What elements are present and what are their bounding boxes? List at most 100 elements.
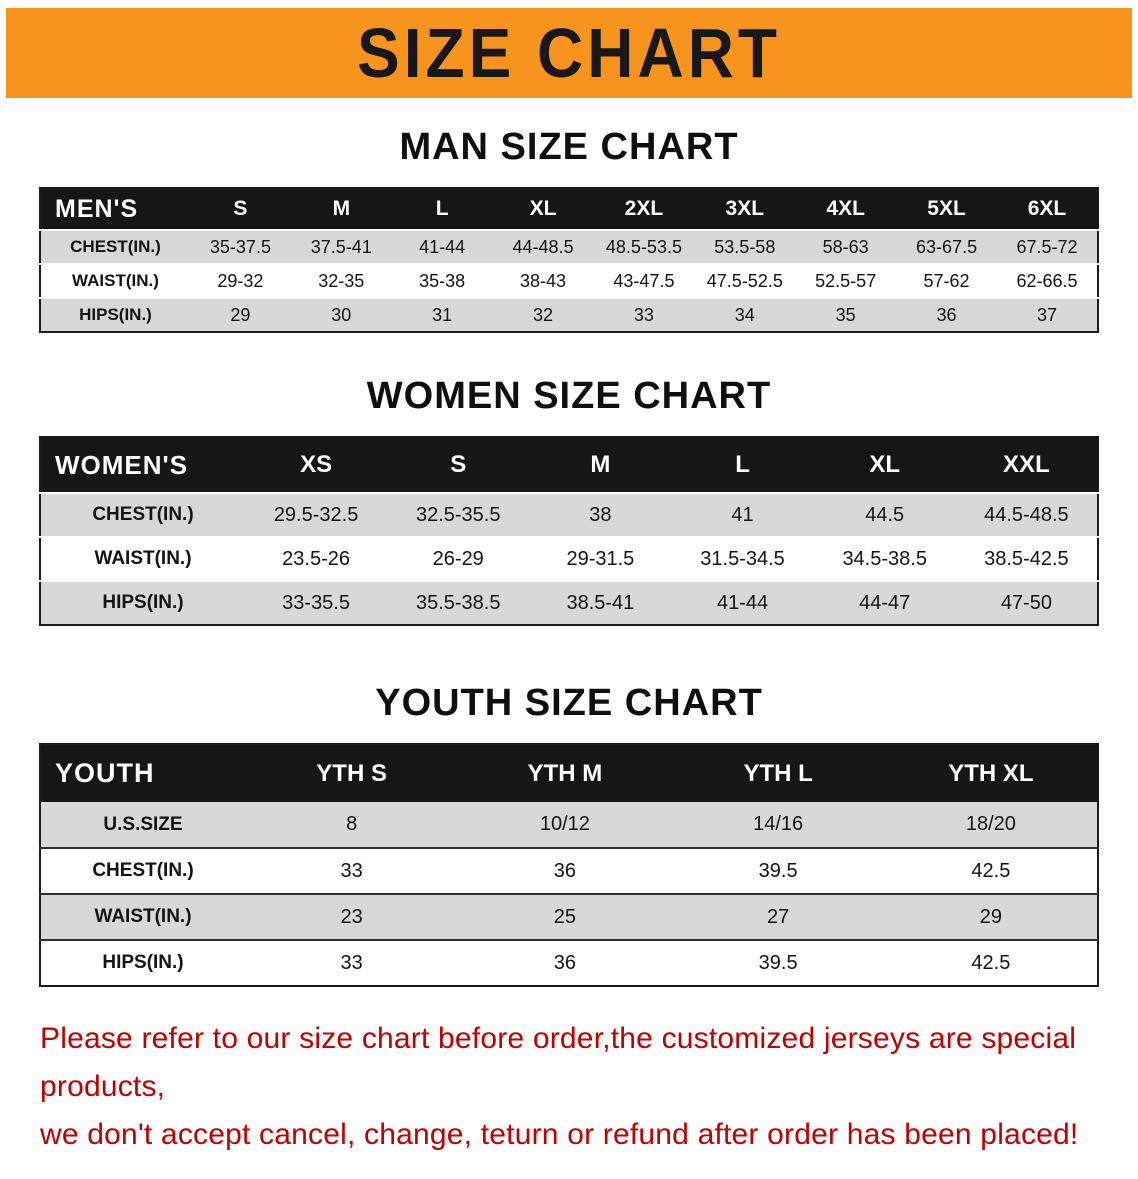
youth-table-label: YOUTH: [40, 744, 245, 802]
women-size-table: WOMEN'S XS S M L XL XXL CHEST(IN.) 29.5-…: [39, 436, 1099, 626]
women-size-col-xxl: XXL: [955, 437, 1098, 493]
size-value: 35-37.5: [209, 236, 271, 257]
size-value: 35.5-38.5: [415, 591, 501, 614]
size-value: 29-32: [217, 270, 264, 291]
size-value: 36: [553, 951, 576, 974]
size-value: 42.5: [971, 859, 1011, 882]
size-value: 38: [589, 503, 612, 526]
men-size-table: MEN'S S M L XL 2XL 3XL 4XL 5XL 6XL CHEST…: [39, 187, 1099, 333]
women-size-col-xl: XL: [813, 437, 956, 493]
row-label: WAIST(IN.): [72, 271, 159, 290]
size-value: 18/20: [965, 813, 1016, 835]
size-value: 23.5-26: [282, 547, 350, 570]
size-value: 34.5-38.5: [842, 547, 927, 570]
men-size-col-l: L: [391, 188, 493, 230]
size-value: 44-47: [859, 591, 911, 614]
banner: SIZE CHART: [6, 8, 1132, 98]
size-value: 29: [979, 905, 1002, 928]
size-value: 48.5-53.5: [605, 236, 682, 257]
men-size-col-5xl: 5XL: [896, 188, 997, 230]
row-label: HIPS(IN.): [102, 592, 184, 613]
row-label: WAIST(IN.): [94, 548, 192, 569]
size-value: 34: [734, 304, 755, 325]
row-label: HIPS(IN.): [102, 952, 184, 973]
men-table-label: MEN'S: [40, 188, 190, 230]
men-chest-row: CHEST(IN.) 35-37.5 37.5-41 41-44 44-48.5…: [40, 230, 1098, 264]
size-value: 43-47.5: [613, 270, 675, 291]
women-table-label: WOMEN'S: [40, 437, 245, 493]
size-value: 8: [346, 813, 358, 835]
size-chart-page: { "banner": { "title": "SIZE CHART" }, "…: [0, 8, 1138, 1159]
youth-ussize-row: U.S.SIZE 8 10/12 14/16 18/20: [40, 802, 1098, 848]
size-value: 41-44: [419, 236, 466, 257]
size-value: 38-43: [520, 270, 567, 291]
size-value: 26-29: [432, 547, 484, 570]
women-section-heading: WOMEN SIZE CHART: [366, 375, 772, 417]
men-section-heading: MAN SIZE CHART: [399, 126, 739, 168]
men-size-col-6xl: 6XL: [997, 188, 1098, 230]
size-value: 44-48.5: [512, 236, 574, 257]
size-value: 31.5-34.5: [700, 547, 785, 570]
youth-section: YOUTH SIZE CHART YOUTH YTH S YTH M YTH L…: [0, 682, 1138, 987]
size-value: 39.5: [758, 951, 798, 974]
size-value: 33: [340, 859, 363, 882]
size-value: 32.5-35.5: [415, 503, 501, 526]
size-value: 29: [230, 304, 251, 325]
row-label: HIPS(IN.): [79, 305, 152, 324]
size-value: 42.5: [971, 951, 1011, 974]
size-value: 32: [533, 304, 554, 325]
women-size-col-xs: XS: [245, 437, 388, 493]
women-waist-row: WAIST(IN.) 23.5-26 26-29 29-31.5 31.5-34…: [40, 537, 1098, 581]
women-header-row: WOMEN'S XS S M L XL XXL: [40, 437, 1098, 493]
youth-size-col-xl: YTH XL: [884, 744, 1098, 802]
size-value: 47-50: [1000, 591, 1052, 614]
size-value: 27: [767, 905, 790, 928]
men-hips-row: HIPS(IN.) 29 30 31 32 33 34 35 36 37: [40, 298, 1098, 332]
size-value: 35-38: [419, 270, 466, 291]
women-section: WOMEN SIZE CHART WOMEN'S XS S M L XL XXL…: [0, 375, 1138, 626]
men-size-col-s: S: [190, 188, 291, 230]
youth-size-col-l: YTH L: [671, 744, 885, 802]
youth-size-col-s: YTH S: [245, 744, 459, 802]
size-value: 44.5-48.5: [984, 503, 1069, 526]
men-size-col-m: M: [290, 188, 392, 230]
size-value: 37: [1036, 304, 1058, 325]
women-size-col-s: S: [387, 437, 530, 493]
size-value: 67.5-72: [1016, 236, 1078, 257]
disclaimer-line-1: Please refer to our size chart before or…: [40, 1022, 1077, 1103]
row-label: WAIST(IN.): [94, 906, 192, 927]
size-value: 29.5-32.5: [273, 503, 359, 526]
youth-chest-row: CHEST(IN.) 33 36 39.5 42.5: [40, 848, 1098, 894]
row-label: CHEST(IN.): [70, 237, 161, 256]
men-size-col-xl: XL: [492, 188, 594, 230]
size-value: 32-35: [318, 270, 365, 291]
page-title: SIZE CHART: [357, 14, 781, 92]
size-value: 53.5-58: [714, 236, 776, 257]
youth-waist-row: WAIST(IN.) 23 25 27 29: [40, 894, 1098, 940]
men-section: MAN SIZE CHART MEN'S S M L XL 2XL 3XL 4X…: [0, 126, 1138, 333]
size-value: 35: [835, 304, 856, 325]
row-label: CHEST(IN.): [92, 504, 194, 525]
women-size-col-m: M: [529, 437, 672, 493]
size-value: 31: [432, 304, 453, 325]
size-value: 33-35.5: [282, 591, 350, 614]
men-size-col-3xl: 3XL: [694, 188, 796, 230]
size-value: 39.5: [758, 859, 798, 882]
men-size-col-4xl: 4XL: [795, 188, 897, 230]
size-value: 41-44: [716, 591, 769, 614]
women-hips-row: HIPS(IN.) 33-35.5 35.5-38.5 38.5-41 41-4…: [40, 581, 1098, 625]
youth-hips-row: HIPS(IN.) 33 36 39.5 42.5: [40, 940, 1098, 986]
size-value: 36: [553, 859, 576, 882]
size-value: 29-31.5: [566, 547, 635, 570]
size-value: 58-63: [822, 236, 869, 257]
size-value: 44.5: [865, 503, 905, 526]
size-value: 30: [331, 304, 352, 325]
size-value: 63-67.5: [916, 236, 978, 257]
men-waist-row: WAIST(IN.) 29-32 32-35 35-38 38-43 43-47…: [40, 264, 1098, 298]
size-value: 14/16: [753, 813, 804, 835]
disclaimer: Please refer to our size chart before or…: [40, 1015, 1118, 1159]
size-value: 23: [340, 905, 363, 928]
size-value: 38.5-41: [566, 591, 635, 614]
youth-size-col-m: YTH M: [458, 744, 672, 802]
size-value: 47.5-52.5: [706, 270, 783, 291]
